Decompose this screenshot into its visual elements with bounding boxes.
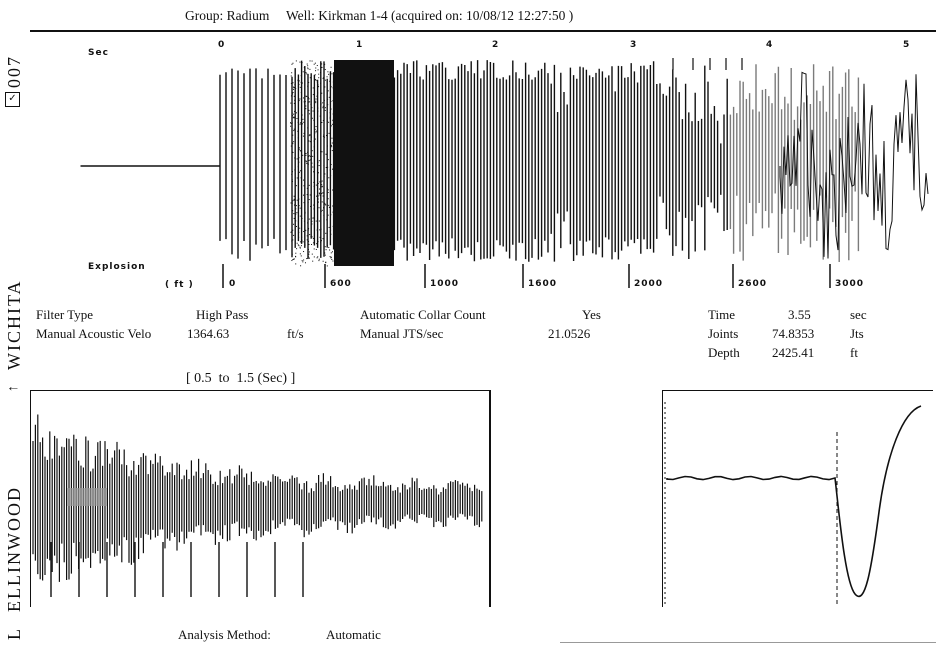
depth-tick-0: 0 — [229, 279, 237, 289]
report-header: Group: Radium Well: Kirkman 1-4 (acquire… — [185, 8, 573, 24]
depth-axis — [222, 264, 831, 288]
zoom-strokes — [32, 414, 483, 597]
time-label: Time — [708, 307, 735, 322]
depth-tick-3: 1600 — [528, 279, 558, 289]
time-tick-5: 5 — [903, 40, 911, 50]
time-unit: sec — [850, 307, 867, 322]
filter-type-value: High Pass — [196, 307, 249, 322]
checkbox-icon: ✓ — [5, 92, 20, 107]
stamp-city: WICHITA — [4, 279, 24, 370]
analysis-method-value: Automatic — [326, 627, 381, 642]
time-unit-label: Sec — [88, 48, 109, 58]
filter-type-label: Filter Type — [36, 307, 93, 322]
saturated-band — [334, 60, 394, 266]
jts-per-sec-value: 21.0526 — [548, 326, 591, 341]
trace-strokes — [219, 60, 860, 262]
collar-signature-trace — [666, 405, 922, 597]
noise-band — [290, 60, 335, 267]
depth-unit-label: ( ft ) — [165, 280, 194, 290]
sparse-trace — [779, 71, 929, 259]
jts-per-sec-label: Manual JTS/sec — [360, 326, 444, 341]
zoom-trace-box — [30, 390, 491, 607]
stamp-number: 007 — [4, 55, 24, 88]
collar-signature-plot — [664, 402, 922, 606]
collar-count-label: Automatic Collar Count — [360, 307, 486, 322]
velocity-label: Manual Acoustic Velo — [36, 326, 152, 341]
depth-value: 2425.41 — [772, 345, 815, 360]
time-tick-0: 0 — [218, 40, 226, 50]
group-label: Group: Radium — [185, 8, 270, 23]
joints-label: Joints — [708, 326, 739, 341]
side-stamp: 007 ✓ WICHITA ↑ ELLINWOOD L — [0, 0, 26, 647]
header-rule — [30, 30, 936, 32]
zoom-range-label: [ 0.5 to 1.5 (Sec) ] — [186, 371, 296, 386]
depth-tick-5: 2600 — [738, 279, 768, 289]
joints-unit: Jts — [850, 326, 864, 341]
time-tick-3: 3 — [630, 40, 638, 50]
collar-trace-box — [662, 390, 933, 607]
time-value: 3.55 — [788, 307, 811, 322]
depth-tick-1: 600 — [330, 279, 352, 289]
time-tick-1: 1 — [356, 40, 364, 50]
velocity-unit: ft/s — [287, 326, 304, 341]
stamp-initial: L — [4, 627, 24, 640]
depth-tick-6: 3000 — [835, 279, 865, 289]
depth-tick-2: 1000 — [430, 279, 460, 289]
well-label: Well: Kirkman 1-4 (acquired on: 10/08/12… — [286, 8, 574, 23]
acoustic-trace-plot — [80, 58, 929, 267]
joints-value: 74.8353 — [772, 326, 815, 341]
velocity-value: 1364.63 — [187, 326, 230, 341]
stamp-name: ELLINWOOD — [4, 486, 24, 612]
zoom-trace-plot — [32, 414, 483, 597]
collar-markers — [672, 58, 743, 70]
depth-unit: ft — [850, 345, 858, 360]
depth-tick-4: 2000 — [634, 279, 664, 289]
collar-count-value: Yes — [582, 307, 601, 322]
time-tick-4: 4 — [766, 40, 774, 50]
bottom-rule — [560, 642, 936, 643]
time-tick-2: 2 — [492, 40, 500, 50]
highlight-patch — [67, 488, 107, 506]
stamp-arrow: ↑ — [6, 383, 21, 392]
depth-label: Depth — [708, 345, 740, 360]
analysis-method-label: Analysis Method: — [178, 627, 271, 642]
source-label: Explosion — [88, 262, 146, 272]
